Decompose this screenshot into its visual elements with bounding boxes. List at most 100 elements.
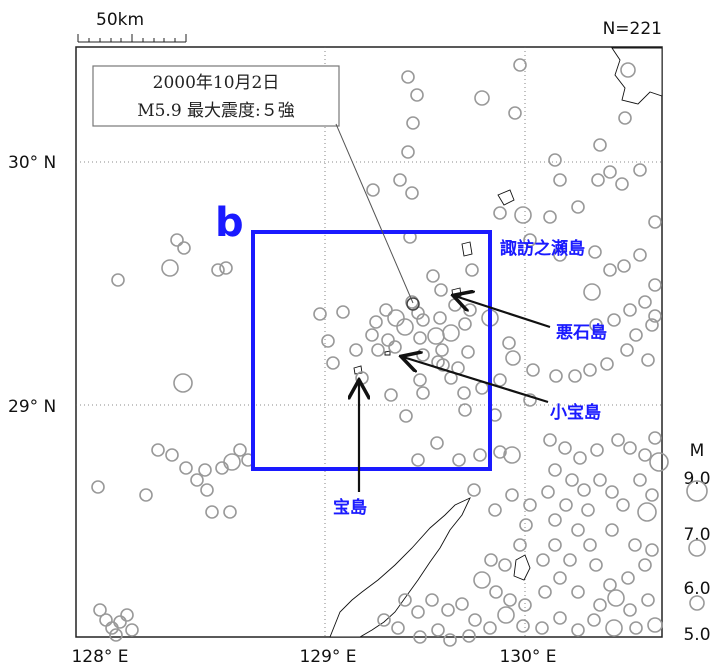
- epicenter-circle: [543, 210, 557, 224]
- suwanose-island-shape: [461, 241, 473, 257]
- epicenter-circle: [366, 183, 380, 197]
- epicenter-circle: [645, 543, 659, 557]
- epicenter-circle: [513, 538, 527, 552]
- epicenter-circle: [623, 441, 637, 455]
- epicenter-circle: [616, 498, 630, 512]
- epicenter-circle: [589, 318, 603, 332]
- epicenter-circle: [535, 621, 549, 635]
- epicenter-circle: [430, 436, 444, 450]
- epicenter-circle: [474, 90, 490, 106]
- epicenter-circle: [633, 248, 647, 262]
- epicenter-circle: [452, 453, 466, 467]
- epicenter-circle: [336, 305, 350, 319]
- epicenter-circle: [571, 585, 585, 599]
- lat-label-30: 30° N: [8, 153, 56, 173]
- epicenter-circle: [365, 328, 379, 342]
- epicenter-circle: [590, 443, 604, 457]
- epicenter-circle: [591, 173, 605, 187]
- epicenter-circle: [215, 461, 229, 475]
- epicenter-circle: [411, 605, 425, 619]
- epicenter-circle: [571, 523, 585, 537]
- islet-a: [497, 189, 515, 206]
- epicenter-circle: [498, 558, 512, 572]
- epicenter-circle: [549, 369, 563, 383]
- epicenter-circle: [588, 245, 602, 259]
- epicenter-circle: [313, 307, 327, 321]
- epicenter-circle: [177, 241, 191, 255]
- epicenter-circle: [111, 273, 125, 287]
- epicenter-circle: [647, 617, 663, 633]
- epicenter-circle: [605, 523, 619, 537]
- epicenter-circle: [170, 233, 184, 247]
- epicenter-circle: [413, 373, 427, 387]
- lon-label-129: 129° E: [299, 647, 356, 667]
- epicenter-circle: [629, 328, 643, 342]
- epicenter-circle: [467, 483, 481, 497]
- epicenter-circle: [398, 593, 412, 607]
- epicenter-circle: [548, 153, 562, 167]
- epicenter-circle: [623, 603, 637, 617]
- lat-label-29: 29° N: [8, 397, 56, 417]
- epicenter-circle: [493, 445, 507, 459]
- epicenter-circle: [457, 386, 471, 400]
- event-callout-box: [92, 65, 340, 127]
- epicenter-circle: [198, 463, 212, 477]
- epicenter-circle: [413, 331, 427, 345]
- epicenter-circle: [538, 585, 552, 599]
- epicenter-circle: [617, 259, 631, 273]
- callout-leader-line: [335, 123, 414, 304]
- epicenter-circle: [603, 263, 617, 277]
- epicenter-circle: [387, 309, 405, 327]
- epicenter-circle: [648, 431, 662, 445]
- epicenter-circle: [553, 611, 567, 625]
- epicenter-circle: [519, 518, 533, 532]
- epicenter-circle: [638, 558, 652, 572]
- region-b-box: [251, 230, 492, 471]
- label-takara: 宝島: [333, 497, 367, 518]
- epicenter-circle: [388, 340, 402, 354]
- legend-label-7-0: 7.0: [683, 525, 710, 545]
- epicenter-circle: [581, 503, 595, 517]
- epicenter-circle: [603, 578, 617, 592]
- epicenter-circle: [125, 623, 139, 637]
- epicenter-circle: [541, 485, 555, 499]
- epicenter-circle: [618, 111, 632, 125]
- epicenter-circle: [321, 334, 335, 348]
- epicenter-circle: [413, 630, 427, 644]
- legend-circle-7-0: [688, 539, 706, 557]
- epicenter-circle: [461, 345, 475, 359]
- epicenter-circle: [587, 613, 601, 627]
- epicenter-circle: [139, 488, 153, 502]
- kikai-island: [513, 554, 531, 581]
- epicenter-circle: [502, 336, 516, 350]
- lon-label-130: 130° E: [499, 647, 556, 667]
- epicenter-circle: [593, 598, 607, 612]
- epicenter-circle: [526, 363, 540, 377]
- epicenter-circle: [179, 461, 193, 475]
- epicenter-circle: [120, 608, 134, 622]
- epicenter-circle: [548, 463, 562, 477]
- epicenter-circle: [583, 538, 597, 552]
- epicenter-circle: [648, 278, 662, 292]
- epicenter-circle: [233, 443, 247, 457]
- epicenter-circle: [484, 553, 498, 567]
- legend-title: M: [690, 441, 705, 461]
- epicenter-circle: [434, 283, 448, 297]
- epicenter-circle: [623, 303, 637, 317]
- epicenter-circle: [401, 145, 415, 159]
- epicenter-circle: [349, 343, 363, 357]
- epicenter-circle: [442, 324, 460, 342]
- epicenter-circle: [493, 206, 507, 220]
- epicenter-circle: [489, 585, 503, 599]
- epicenter-circle: [583, 283, 601, 301]
- label-akuseki: 悪石島: [556, 322, 607, 343]
- epicenter-circle: [190, 473, 204, 487]
- event-count: N=221: [603, 19, 662, 39]
- arrow-akuseki: [455, 296, 551, 329]
- epicenter-circle: [638, 295, 652, 309]
- epicenter-circle: [571, 623, 585, 637]
- epicenter-circle: [468, 613, 482, 627]
- legend-label-5-0: 5.0: [683, 625, 710, 645]
- epicenter-circle: [553, 173, 567, 187]
- epicenter-circle: [553, 248, 567, 262]
